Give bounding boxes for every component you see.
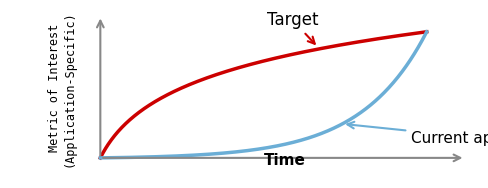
Text: Time: Time bbox=[264, 153, 306, 168]
Text: Metric of Interest
(Application-Specific): Metric of Interest (Application-Specific… bbox=[48, 10, 76, 167]
Text: Current approaches: Current approaches bbox=[347, 122, 488, 146]
Text: Target: Target bbox=[267, 11, 318, 44]
